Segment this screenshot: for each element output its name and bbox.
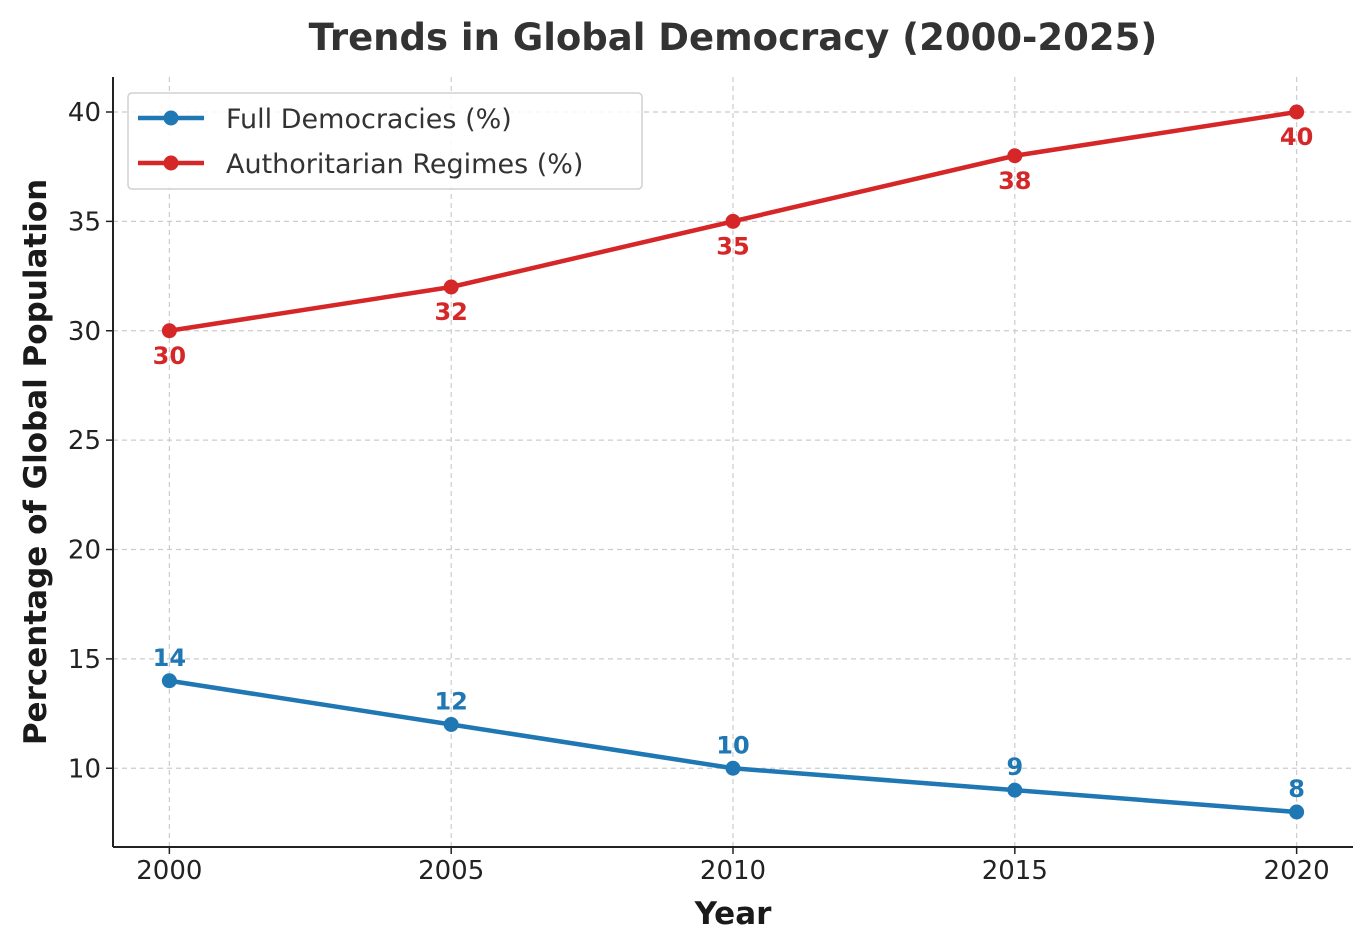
data-point xyxy=(443,717,459,732)
data-label: 9 xyxy=(1006,753,1023,781)
data-point xyxy=(443,279,459,295)
legend-box xyxy=(127,92,643,190)
x-tick-label: 2010 xyxy=(700,856,766,886)
data-point xyxy=(725,213,741,229)
data-label: 30 xyxy=(153,342,186,370)
data-label: 12 xyxy=(434,688,467,716)
x-tick-label: 2000 xyxy=(136,856,202,886)
y-tick-label: 10 xyxy=(68,754,101,784)
data-point xyxy=(1007,782,1023,798)
x-tick-label: 2005 xyxy=(418,856,484,886)
data-point xyxy=(1007,148,1023,164)
legend-marker xyxy=(163,155,179,171)
x-tick-label: 2015 xyxy=(982,856,1048,886)
chart-title: Trends in Global Democracy (2000-2025) xyxy=(309,16,1158,59)
legend-entry: Full Democracies (%) xyxy=(226,104,512,135)
x-axis-label: Year xyxy=(694,896,773,932)
data-label: 40 xyxy=(1280,123,1313,151)
data-label: 10 xyxy=(716,731,749,759)
data-label: 8 xyxy=(1288,775,1305,803)
y-tick-label: 35 xyxy=(68,207,101,237)
data-point xyxy=(161,673,177,689)
y-tick-label: 15 xyxy=(68,645,101,675)
y-tick-label: 40 xyxy=(68,98,101,128)
data-label: 14 xyxy=(153,644,186,672)
data-point xyxy=(1289,804,1305,820)
ticks: 2000 2005 2010 2015 2020 10 15 20 25 30 35 40 xyxy=(68,98,1330,886)
y-tick-label: 25 xyxy=(68,426,101,456)
legend-entry: Authoritarian Regimes (%) xyxy=(226,149,583,180)
legend: Full Democracies (%) Authoritarian Regime… xyxy=(127,92,643,190)
x-tick-label: 2020 xyxy=(1264,856,1330,886)
y-axis-label: Percentage of Global Population xyxy=(18,179,54,745)
y-tick-label: 20 xyxy=(68,536,101,566)
data-point xyxy=(725,760,741,776)
data-point xyxy=(1289,104,1305,120)
y-tick-label: 30 xyxy=(68,317,101,347)
data-point xyxy=(161,323,177,339)
series-layer: 14 12 10 9 8 30 32 35 38 40 xyxy=(153,104,1313,820)
data-label: 38 xyxy=(998,167,1031,195)
data-label: 32 xyxy=(434,298,467,326)
data-label: 35 xyxy=(716,232,749,260)
legend-marker xyxy=(163,110,179,126)
